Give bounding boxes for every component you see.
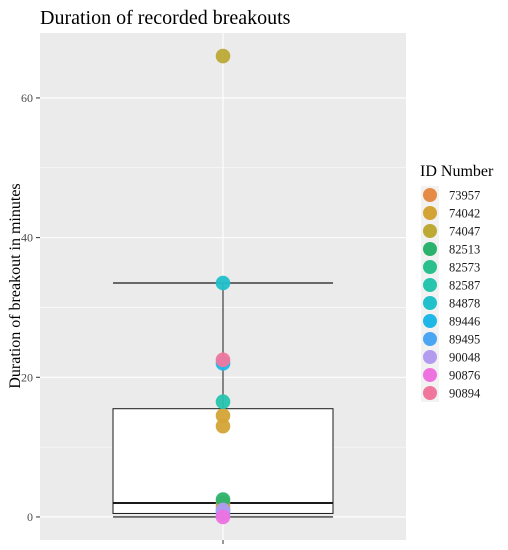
legend-label: 82573 [449,261,480,275]
legend-label: 89446 [449,315,480,329]
y-axis: 0 20 40 60 [21,91,224,544]
legend-label: 73957 [449,189,480,203]
legend-key [423,296,437,310]
legend-key [423,242,437,256]
legend-item-90876: 90876 [421,366,480,384]
data-point-82513 [215,492,231,507]
legend-item-84878: 84878 [421,294,480,312]
legend-item-82573: 82573 [421,258,480,276]
data-point-82587 [215,394,231,410]
data-point-90876 [215,509,231,525]
legend-key [423,278,437,292]
legend-title: ID Number [420,163,494,180]
legend-key [423,314,437,328]
legend-key [423,224,437,238]
legend-item-82587: 82587 [421,276,480,294]
y-tick-label: 40 [21,231,33,245]
legend-key [423,260,437,274]
legend-item-89446: 89446 [421,312,480,330]
legend-item-89495: 89495 [421,330,480,348]
y-tick-label: 60 [21,91,33,105]
legend-label: 74042 [449,207,480,221]
legend-item-82513: 82513 [421,240,480,258]
legend-item-73957: 73957 [421,186,480,204]
legend-label: 74047 [449,225,480,239]
legend-key [423,368,437,382]
chart-title: Duration of recorded breakouts [40,7,291,29]
data-point-74042 [215,418,231,434]
legend-key [423,350,437,364]
legend-item-74047: 74047 [421,222,480,240]
legend-label: 82587 [449,279,480,293]
data-points [215,48,231,525]
data-point-74047 [215,48,231,64]
legend-label: 90894 [449,387,481,401]
data-point-74042 [215,408,231,423]
y-tick-label: 0 [27,510,33,524]
legend-item-90894: 90894 [421,384,481,402]
legend-label: 89495 [449,333,480,347]
y-axis-label: Duration of breakout in minutes [7,183,24,388]
legend-label: 90876 [449,369,480,383]
data-point-90894 [215,352,231,368]
legend: ID Number 73957 74042 74047 82513 82573 82587… [420,163,494,402]
legend-key [423,188,437,202]
y-tick-label: 20 [21,370,33,384]
legend-key [423,332,437,346]
legend-label: 90048 [449,351,480,365]
legend-item-90048: 90048 [421,348,480,366]
legend-key [423,386,437,400]
legend-label: 82513 [449,243,480,257]
legend-label: 84878 [449,297,480,311]
legend-item-74042: 74042 [421,204,480,222]
data-point-84878 [215,275,231,291]
legend-key [423,206,437,220]
